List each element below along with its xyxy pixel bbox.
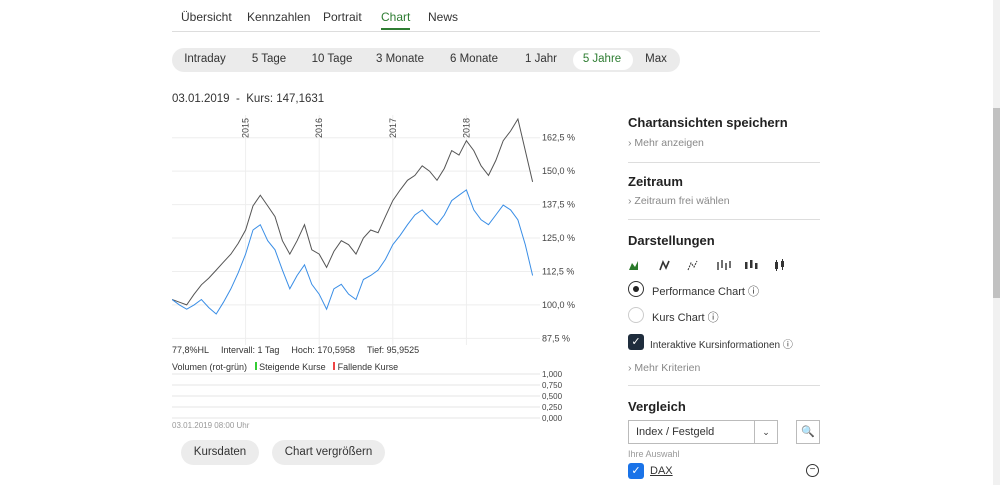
kurs-label: Kurs Chart ⓘ — [652, 312, 719, 324]
falling-label: Fallende Kurse — [337, 362, 399, 372]
tab[interactable]: Übersicht — [181, 10, 232, 24]
period-link[interactable]: › Zeitraum frei wählen — [628, 195, 730, 207]
ohlc-icon[interactable] — [717, 260, 731, 270]
views-title: Darstellungen — [628, 233, 715, 248]
info-kurs: Kurs: 147,1631 — [246, 93, 325, 105]
x-tick-label: 2016 — [314, 118, 324, 138]
tab[interactable]: Portrait — [323, 10, 362, 24]
volume-tick-label: 1,000 — [542, 370, 563, 379]
volume-tick-label: 0,750 — [542, 381, 563, 390]
volume-title: Volumen (rot-grün) — [172, 362, 248, 372]
range-option[interactable]: 1 Jahr — [525, 53, 557, 65]
radio-dot — [633, 286, 639, 292]
checkbox-dax[interactable]: ✓ — [628, 463, 644, 479]
remove-button[interactable]: − — [806, 464, 819, 477]
enlarge-button[interactable]: Chart vergrößern — [272, 440, 385, 465]
scrollbar-track — [993, 0, 1000, 485]
tab-divider — [172, 31, 820, 32]
range-option[interactable]: 10 Tage — [311, 53, 353, 65]
search-button[interactable]: 🔍 — [796, 420, 820, 444]
y-tick-label: 100,0 % — [542, 300, 575, 310]
volume-tick-label: 0,250 — [542, 403, 563, 412]
range-option[interactable]: Max — [645, 53, 667, 65]
volume-tick-label: 0,000 — [542, 414, 563, 423]
range-option[interactable]: 5 Jahre — [582, 53, 622, 65]
period-link-text: Zeitraum frei wählen — [634, 195, 730, 207]
x-tick-label: 2015 — [241, 118, 251, 138]
area-icon[interactable] — [629, 261, 638, 270]
y-tick-label: 125,0 % — [542, 233, 575, 243]
compare-select[interactable]: Index / Festgeld ⌄ — [628, 420, 778, 444]
save-link-text: Mehr anzeigen — [634, 137, 704, 149]
select-arrow: ⌄ — [754, 421, 777, 443]
y-tick-label: 137,5 % — [542, 200, 575, 210]
view-icons[interactable] — [628, 258, 793, 272]
x-tick-label: 2018 — [461, 118, 471, 138]
stat: Tief: 95,9525 — [366, 345, 420, 355]
interactive-text: Interaktive Kursinformationen — [650, 340, 781, 351]
kurs-text: Kurs Chart — [652, 312, 705, 324]
compare-title: Vergleich — [628, 399, 686, 414]
volume-legend: Volumen (rot-grün) Steigende Kurse Falle… — [172, 362, 398, 372]
stat: 77,8%HL — [172, 345, 210, 355]
candle-icon[interactable] — [745, 260, 758, 269]
chart-info: 03.01.2019 - Kurs: 147,1631 — [172, 93, 325, 105]
scrollbar-thumb[interactable] — [993, 108, 1000, 298]
y-tick-label: 162,5 % — [542, 133, 575, 143]
save-link[interactable]: › Mehr anzeigen — [628, 137, 704, 149]
period-title: Zeitraum — [628, 174, 683, 189]
series-line — [172, 117, 534, 306]
info-date: 03.01.2019 — [172, 93, 230, 105]
selection-label: Ihre Auswahl — [628, 449, 680, 459]
timestamp: 03.01.2019 08:00 Uhr — [172, 421, 250, 430]
y-tick-label: 112,5 % — [542, 266, 574, 276]
x-tick-label: 2017 — [388, 118, 398, 138]
more-link[interactable]: › Mehr Kriterien — [628, 362, 701, 374]
tab[interactable]: Kennzahlen — [247, 10, 311, 24]
range-active-bg — [573, 50, 633, 70]
line-icon[interactable] — [659, 260, 670, 271]
range-option[interactable]: 5 Tage — [251, 53, 287, 65]
falling-swatch — [333, 362, 336, 370]
candle2-icon[interactable] — [775, 259, 784, 271]
performance-text: Performance Chart — [652, 286, 745, 298]
checkbox-interactive[interactable]: ✓ — [628, 334, 644, 350]
rising-swatch — [254, 362, 257, 370]
range-option[interactable]: Intraday — [184, 53, 226, 65]
divider — [628, 219, 820, 220]
divider — [628, 385, 820, 386]
range-option[interactable]: 6 Monate — [450, 53, 498, 65]
tab[interactable]: Chart — [381, 10, 411, 30]
y-tick-label: 87,5 % — [542, 333, 570, 343]
stat: Intervall: 1 Tag — [221, 345, 280, 355]
dax-label[interactable]: DAX — [650, 465, 673, 477]
divider — [628, 162, 820, 163]
volume-tick-label: 0,500 — [542, 392, 563, 401]
interactive-label: Interaktive Kursinformationen ⓘ — [650, 340, 793, 351]
dots-icon[interactable] — [687, 260, 698, 271]
performance-label: Performance Chart ⓘ — [652, 286, 759, 298]
stats: 77,8%HL Intervall: 1 Tag Hoch: 170,5958 Tie… — [172, 345, 431, 355]
rising-label: Steigende Kurse — [259, 362, 326, 372]
series-line — [172, 189, 534, 315]
radio-performance[interactable] — [628, 281, 644, 297]
stat: Hoch: 170,5958 — [291, 345, 355, 355]
chart: 87,5 % 100,0 % 112,5 % 125,0 % 137,5 % 150,0 … — [172, 115, 575, 423]
select-text: Index / Festgeld — [636, 426, 715, 438]
save-title: Chartansichten speichern — [628, 115, 788, 130]
y-tick-label: 150,0 % — [542, 166, 575, 176]
tab[interactable]: News — [428, 10, 459, 24]
range-option[interactable]: 3 Monate — [376, 53, 424, 65]
radio-kurs[interactable] — [628, 307, 644, 323]
kursdaten-button[interactable]: Kursdaten — [181, 440, 259, 465]
more-text: Mehr Kriterien — [634, 362, 701, 374]
